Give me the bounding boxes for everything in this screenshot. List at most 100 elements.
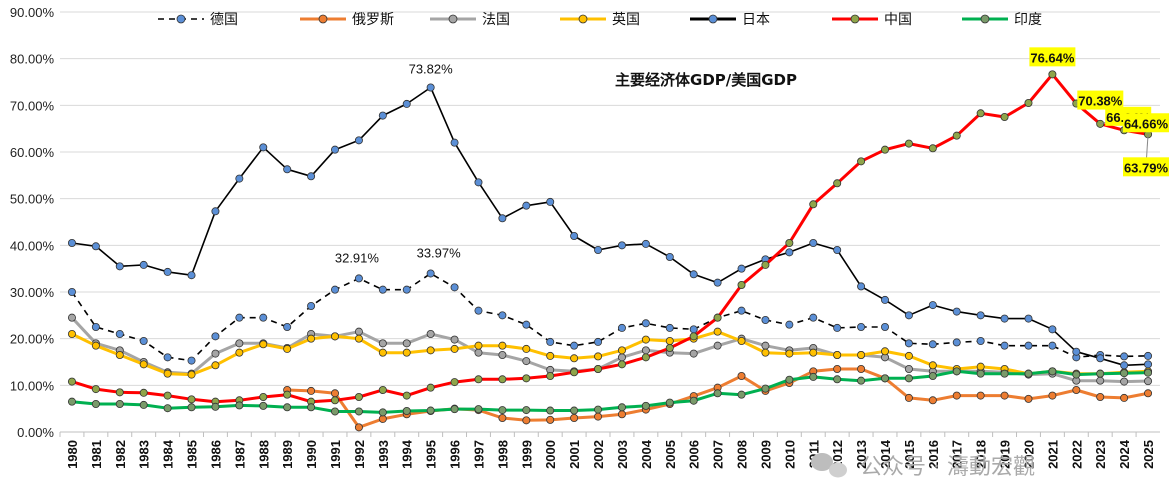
- annotation: 32.91%: [335, 250, 380, 265]
- x-tick-label: 2000: [543, 440, 558, 469]
- data-point: [594, 405, 603, 414]
- x-tick-label: 2014: [878, 439, 893, 469]
- data-point: [1120, 393, 1129, 402]
- data-point: [211, 361, 220, 370]
- x-tick-label: 2009: [758, 440, 773, 469]
- data-point: [139, 360, 148, 369]
- x-tick-label: 2016: [926, 440, 941, 469]
- data-point: [498, 350, 507, 359]
- data-point: [570, 354, 579, 363]
- legend-swatch-marker: [176, 14, 186, 24]
- data-point: [904, 139, 913, 148]
- data-point: [713, 278, 722, 287]
- data-point: [1024, 341, 1033, 350]
- annotation: 33.97%: [417, 245, 462, 260]
- data-point: [641, 353, 650, 362]
- data-point: [809, 372, 818, 381]
- data-point: [976, 362, 985, 371]
- data-point: [67, 238, 76, 247]
- data-point: [354, 274, 363, 283]
- legend-item: 中国: [832, 12, 912, 28]
- data-point: [307, 301, 316, 310]
- legend-item: 法国: [430, 12, 510, 28]
- data-point: [450, 283, 459, 292]
- data-point: [665, 323, 674, 332]
- legend-swatch-marker: [318, 14, 328, 24]
- data-point: [617, 403, 626, 412]
- data-point: [139, 336, 148, 345]
- data-point: [91, 322, 100, 331]
- legend-label: 俄罗斯: [352, 12, 394, 28]
- annotation-label: 76.64%: [1030, 50, 1075, 65]
- data-point: [594, 364, 603, 373]
- data-point: [809, 238, 818, 247]
- data-point: [474, 375, 483, 384]
- y-tick-label: 90.00%: [10, 5, 55, 20]
- data-point: [235, 401, 244, 410]
- data-point: [211, 349, 220, 358]
- data-point: [737, 306, 746, 315]
- x-tick-label: 2008: [735, 440, 750, 469]
- data-point: [283, 322, 292, 331]
- data-point: [330, 396, 339, 405]
- data-point: [211, 402, 220, 411]
- x-tick-label: 1988: [256, 440, 271, 469]
- data-point: [522, 416, 531, 425]
- watermark-text: 公众号 · 濤動宏觀: [860, 455, 1035, 480]
- x-tick-label: 1989: [280, 440, 295, 469]
- data-point: [402, 348, 411, 357]
- data-point: [91, 242, 100, 251]
- data-point: [67, 313, 76, 322]
- data-point: [737, 280, 746, 289]
- data-point: [522, 374, 531, 383]
- data-point: [1072, 385, 1081, 394]
- data-point: [115, 399, 124, 408]
- data-point: [354, 423, 363, 432]
- x-tick-label: 1995: [424, 440, 439, 469]
- annotation-highlight: [1077, 90, 1124, 110]
- data-point: [283, 403, 292, 412]
- data-point: [904, 311, 913, 320]
- data-point: [67, 329, 76, 338]
- data-point: [259, 340, 268, 349]
- data-point: [426, 383, 435, 392]
- series-line: [287, 367, 1149, 429]
- data-point: [617, 353, 626, 362]
- data-point: [594, 245, 603, 254]
- data-point: [809, 200, 818, 209]
- x-tick-label: 2017: [950, 440, 965, 469]
- data-point: [330, 145, 339, 154]
- data-point: [187, 403, 196, 412]
- data-point: [594, 412, 603, 421]
- data-point: [833, 323, 842, 332]
- series-line: [71, 272, 1149, 362]
- data-point: [952, 391, 961, 400]
- data-point: [1144, 389, 1153, 398]
- data-point: [881, 347, 890, 356]
- data-point: [283, 344, 292, 353]
- data-point: [641, 239, 650, 248]
- data-point: [426, 406, 435, 415]
- data-point: [737, 336, 746, 345]
- series-印度: [67, 367, 1153, 417]
- x-tick-label: 1994: [400, 439, 415, 469]
- data-point: [259, 392, 268, 401]
- x-tick-label: 1987: [232, 440, 247, 469]
- data-point: [952, 367, 961, 376]
- x-tick-label: 1991: [328, 440, 343, 469]
- data-point: [761, 384, 770, 393]
- data-point: [498, 413, 507, 422]
- data-point: [904, 351, 913, 360]
- legend-swatch-marker: [448, 14, 458, 24]
- data-point: [259, 143, 268, 152]
- data-point: [1072, 347, 1081, 356]
- data-point: [378, 339, 387, 348]
- data-point: [809, 313, 818, 322]
- data-point: [928, 396, 937, 405]
- data-point: [761, 315, 770, 324]
- data-point: [211, 332, 220, 341]
- legend-item: 俄罗斯: [300, 12, 394, 28]
- x-tick-label: 2023: [1093, 440, 1108, 469]
- data-point: [187, 370, 196, 379]
- data-point: [163, 369, 172, 378]
